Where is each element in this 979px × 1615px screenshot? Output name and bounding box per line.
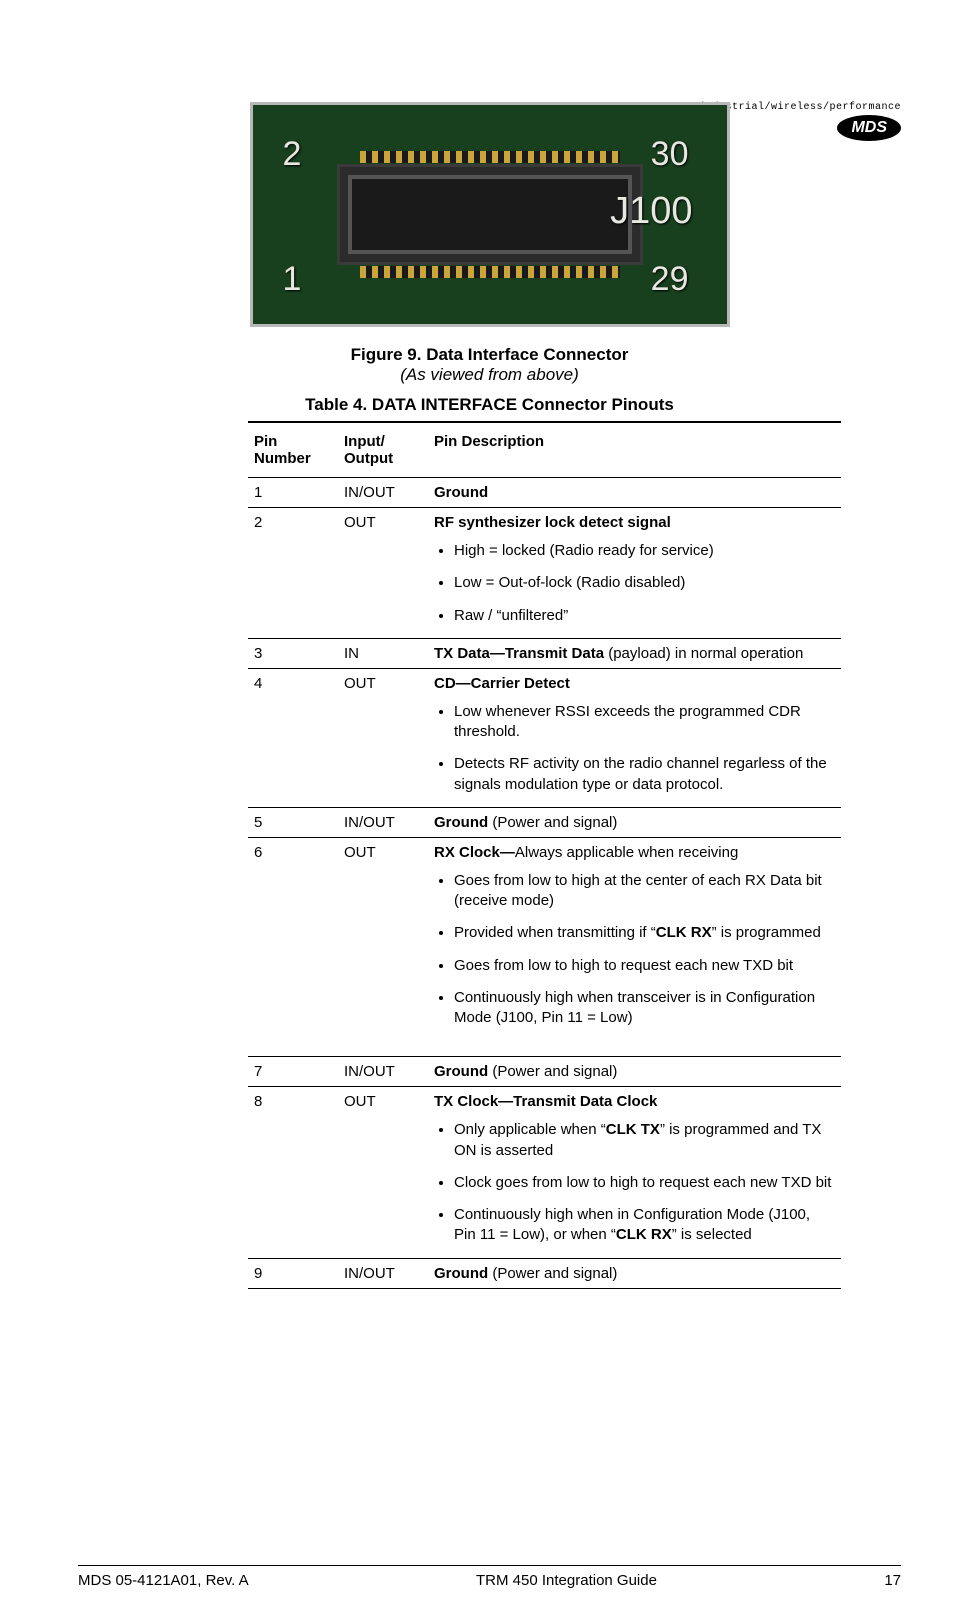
desc-head: TX Clock—Transmit Data Clock [434, 1093, 835, 1110]
cell-description: RF synthesizer lock detect signal High = … [428, 508, 841, 639]
footer-left: MDS 05-4121A01, Rev. A [78, 1572, 249, 1589]
table-caption: Table 4. DATA INTERFACE Connector Pinout… [78, 395, 901, 415]
brand-block: industrial/wireless/performance MDS [699, 102, 901, 141]
cell-description: CD—Carrier Detect Low whenever RSSI excee… [428, 668, 841, 807]
figure-title: Figure 9. Data Interface Connector [78, 345, 901, 365]
desc-bullets: Low whenever RSSI exceeds the programmed… [434, 702, 835, 795]
table-row: 7IN/OUT Ground (Power and signal) [248, 1057, 841, 1087]
col-input-output: Input/Output [338, 422, 428, 478]
table-row: 9IN/OUT Ground (Power and signal) [248, 1258, 841, 1288]
cell-description: Ground (Power and signal) [428, 1057, 841, 1087]
figure-subtitle: (As viewed from above) [78, 365, 901, 385]
photo-label-top-right: 30 [651, 135, 689, 174]
desc-head: RX Clock—Always applicable when receivin… [434, 844, 835, 861]
cell-pin-number: 7 [248, 1057, 338, 1087]
cell-io: OUT [338, 837, 428, 1057]
desc-bullet: Low = Out-of-lock (Radio disabled) [454, 573, 835, 593]
cell-pin-number: 9 [248, 1258, 338, 1288]
desc-bullets: High = locked (Radio ready for service) L… [434, 541, 835, 626]
table-row: 2OUT RF synthesizer lock detect signal Hig… [248, 508, 841, 639]
figure-caption: Figure 9. Data Interface Connector (As v… [78, 345, 901, 385]
cell-pin-number: 3 [248, 638, 338, 668]
cell-io: OUT [338, 508, 428, 639]
cell-pin-number: 4 [248, 668, 338, 807]
footer-right: 17 [884, 1572, 901, 1589]
desc-bullets: Only applicable when “CLK TX” is program… [434, 1120, 835, 1245]
cell-description: Ground (Power and signal) [428, 1258, 841, 1288]
cell-io: IN/OUT [338, 1057, 428, 1087]
desc-bullet: Continuously high when in Configuration … [454, 1205, 835, 1246]
pin-table-wrap: PinNumber Input/Output Pin Description 1… [248, 421, 841, 1289]
desc-head: TX Data—Transmit Data (payload) in norma… [434, 645, 835, 662]
cell-description: Ground [428, 478, 841, 508]
cell-pin-number: 1 [248, 478, 338, 508]
cell-io: IN/OUT [338, 478, 428, 508]
table-row: 3IN TX Data—Transmit Data (payload) in no… [248, 638, 841, 668]
photo-label-top-left: 2 [283, 135, 302, 174]
desc-head: Ground (Power and signal) [434, 814, 835, 831]
cell-description: RX Clock—Always applicable when receivin… [428, 837, 841, 1057]
brand-tagline: industrial/wireless/performance [699, 102, 901, 113]
brand-logo: MDS [837, 115, 901, 141]
col-pin-number: PinNumber [248, 422, 338, 478]
desc-bullet: Raw / “unfiltered” [454, 606, 835, 626]
desc-bullet: Continuously high when transceiver is in… [454, 988, 835, 1029]
desc-head: Ground (Power and signal) [434, 1063, 835, 1080]
table-row: 6OUT RX Clock—Always applicable when rece… [248, 837, 841, 1057]
cell-pin-number: 2 [248, 508, 338, 639]
table-row: 1IN/OUT Ground [248, 478, 841, 508]
desc-bullet: Only applicable when “CLK TX” is program… [454, 1120, 835, 1161]
desc-bullet: Low whenever RSSI exceeds the programmed… [454, 702, 835, 743]
cell-io: IN/OUT [338, 1258, 428, 1288]
page: industrial/wireless/performance MDS 2 30… [0, 102, 979, 1615]
footer-center: TRM 450 Integration Guide [476, 1572, 657, 1589]
cell-pin-number: 6 [248, 837, 338, 1057]
desc-head: Ground [434, 484, 835, 501]
connector-photo: 2 30 1 29 J100 [250, 102, 730, 327]
desc-bullets: Goes from low to high at the center of e… [434, 871, 835, 1029]
cell-io: IN [338, 638, 428, 668]
cell-pin-number: 8 [248, 1087, 338, 1258]
table-row: 4OUT CD—Carrier Detect Low whenever RSSI e… [248, 668, 841, 807]
table-row: 8OUT TX Clock—Transmit Data Clock Only app… [248, 1087, 841, 1258]
photo-label-bottom-right: 29 [651, 260, 689, 299]
cell-description: TX Data—Transmit Data (payload) in norma… [428, 638, 841, 668]
table-row: 5IN/OUT Ground (Power and signal) [248, 807, 841, 837]
cell-io: OUT [338, 1087, 428, 1258]
photo-label-conn-id: J100 [610, 190, 692, 233]
pin-table: PinNumber Input/Output Pin Description 1… [248, 421, 841, 1289]
cell-io: OUT [338, 668, 428, 807]
cell-io: IN/OUT [338, 807, 428, 837]
desc-head: RF synthesizer lock detect signal [434, 514, 835, 531]
cell-description: Ground (Power and signal) [428, 807, 841, 837]
table-header-row: PinNumber Input/Output Pin Description [248, 422, 841, 478]
cell-pin-number: 5 [248, 807, 338, 837]
col-pin-description: Pin Description [428, 422, 841, 478]
desc-bullet: Detects RF activity on the radio channel… [454, 754, 835, 795]
desc-bullet: High = locked (Radio ready for service) [454, 541, 835, 561]
cell-description: TX Clock—Transmit Data Clock Only applica… [428, 1087, 841, 1258]
connector-chip [337, 164, 643, 265]
desc-bullet: Provided when transmitting if “CLK RX” i… [454, 923, 835, 943]
page-footer: MDS 05-4121A01, Rev. A TRM 450 Integrati… [78, 1565, 901, 1589]
desc-bullet: Goes from low to high to request each ne… [454, 956, 835, 976]
desc-bullet: Clock goes from low to high to request e… [454, 1173, 835, 1193]
desc-head: Ground (Power and signal) [434, 1265, 835, 1282]
desc-bullet: Goes from low to high at the center of e… [454, 871, 835, 912]
photo-label-bottom-left: 1 [283, 260, 302, 299]
desc-head: CD—Carrier Detect [434, 675, 835, 692]
